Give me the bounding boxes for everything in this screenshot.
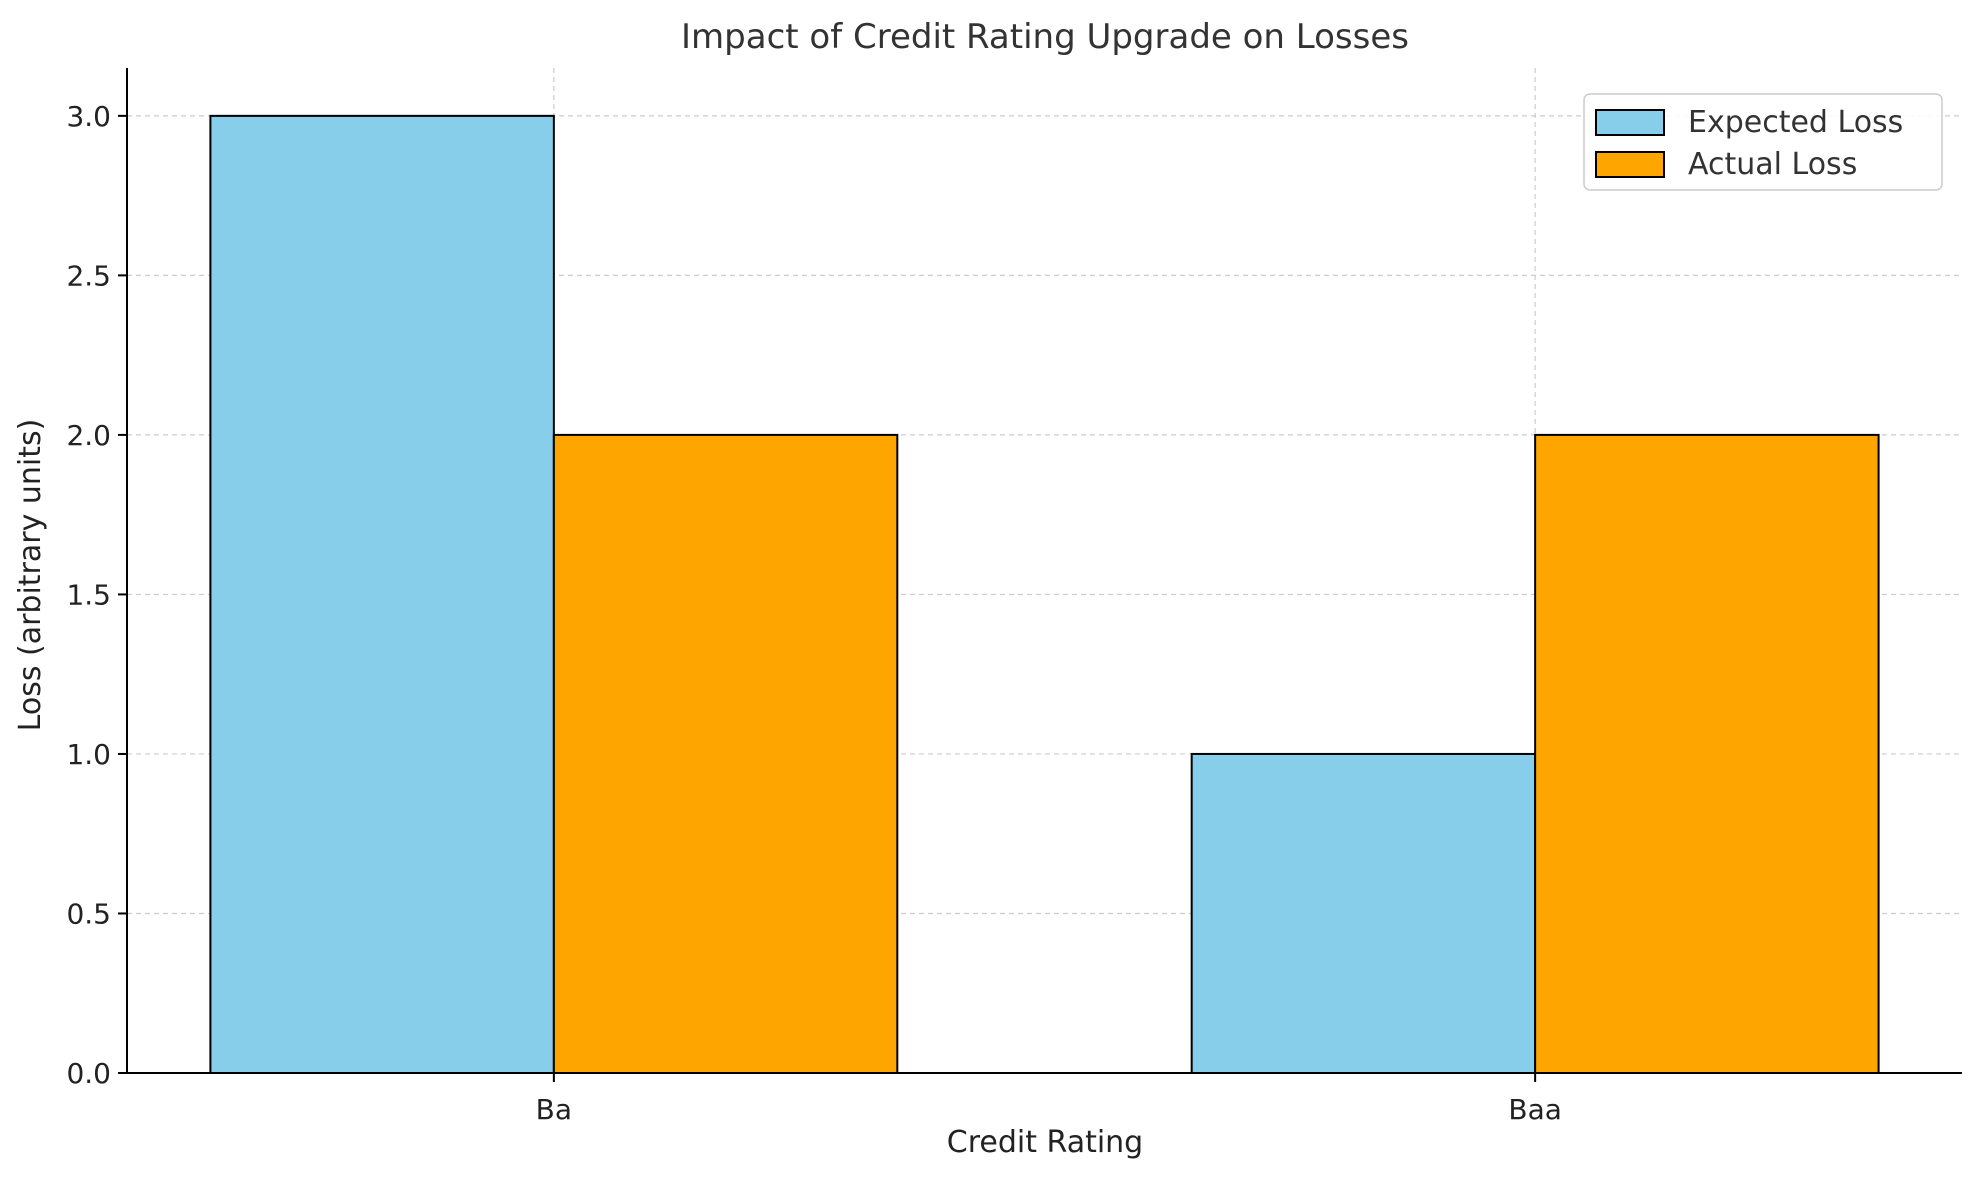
chart-title: Impact of Credit Rating Upgrade on Losse… [681,17,1409,57]
y-tick-label: 1.0 [66,738,111,771]
x-axis-ticks: Ba Baa [536,1073,1562,1126]
bar-expected-loss-baa [1190,752,1537,1074]
x-tick-label: Ba [536,1093,572,1126]
x-axis-label: Credit Rating [947,1125,1143,1160]
y-tick-label: 0.0 [66,1057,111,1090]
y-tick-label: 2.0 [66,419,111,452]
axes [126,68,1962,1074]
y-axis-label: Loss (arbitrary units) [13,419,48,732]
bar-actual-loss-baa [1534,433,1880,1074]
y-tick-label: 3.0 [66,100,111,133]
legend-swatch [1595,151,1665,178]
x-tick-label: Baa [1508,1093,1562,1126]
legend-label: Actual Loss [1688,147,1857,182]
y-axis-ticks: 0.0 0.5 1.0 1.5 2.0 2.5 3.0 [66,100,127,1090]
legend-box [1583,93,1943,191]
legend: Expected Loss Actual Loss [1583,93,1943,191]
bar-actual-loss-ba [552,433,899,1074]
bar-expected-loss-ba [209,114,555,1075]
y-tick-label: 0.5 [66,897,111,930]
y-tick-label: 2.5 [66,259,111,292]
bars [209,114,1880,1075]
legend-label: Expected Loss [1688,105,1903,140]
legend-swatch [1595,109,1665,136]
y-tick-label: 1.5 [66,578,111,611]
